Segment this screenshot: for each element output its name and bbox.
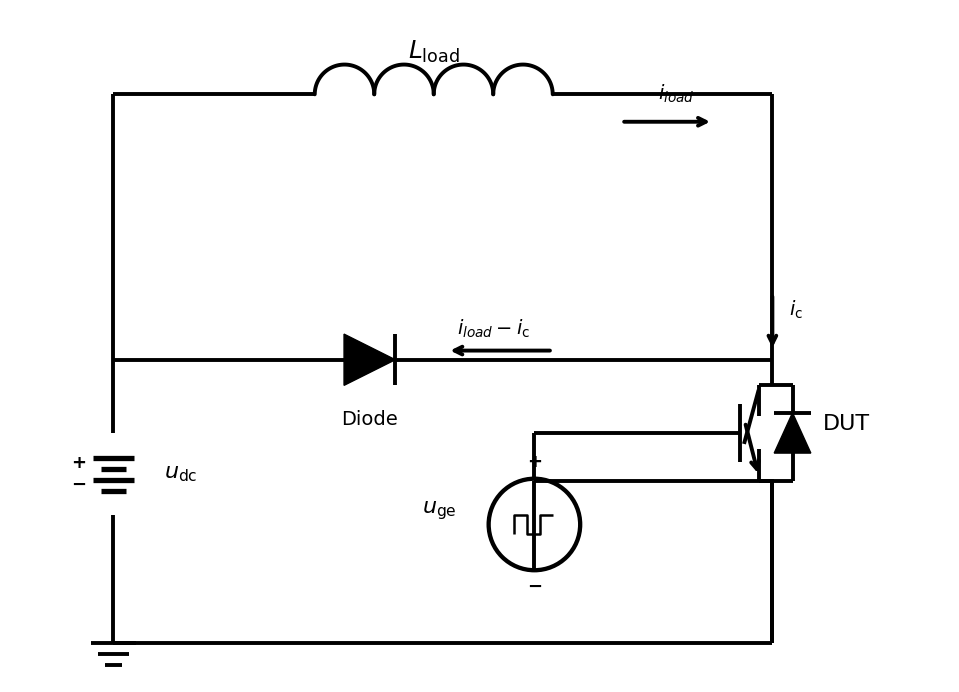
Text: $L_{\rm load}$: $L_{\rm load}$ <box>408 39 459 65</box>
Text: +: + <box>526 453 542 471</box>
Text: $i_{load}-i_{\rm c}$: $i_{load}-i_{\rm c}$ <box>456 318 529 340</box>
Text: −: − <box>71 476 86 494</box>
Text: $i_{\rm c}$: $i_{\rm c}$ <box>789 298 803 320</box>
Polygon shape <box>774 413 810 453</box>
Text: +: + <box>71 454 86 472</box>
Text: $i_{load}$: $i_{load}$ <box>658 83 694 105</box>
Text: −: − <box>526 578 542 596</box>
Text: Diode: Diode <box>341 410 398 429</box>
Text: $u_{\rm ge}$: $u_{\rm ge}$ <box>422 500 456 522</box>
Text: DUT: DUT <box>823 414 870 434</box>
Polygon shape <box>344 334 395 385</box>
Text: $u_{\rm dc}$: $u_{\rm dc}$ <box>164 464 198 484</box>
